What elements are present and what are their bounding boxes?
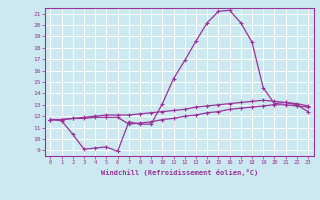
X-axis label: Windchill (Refroidissement éolien,°C): Windchill (Refroidissement éolien,°C) [100,169,258,176]
